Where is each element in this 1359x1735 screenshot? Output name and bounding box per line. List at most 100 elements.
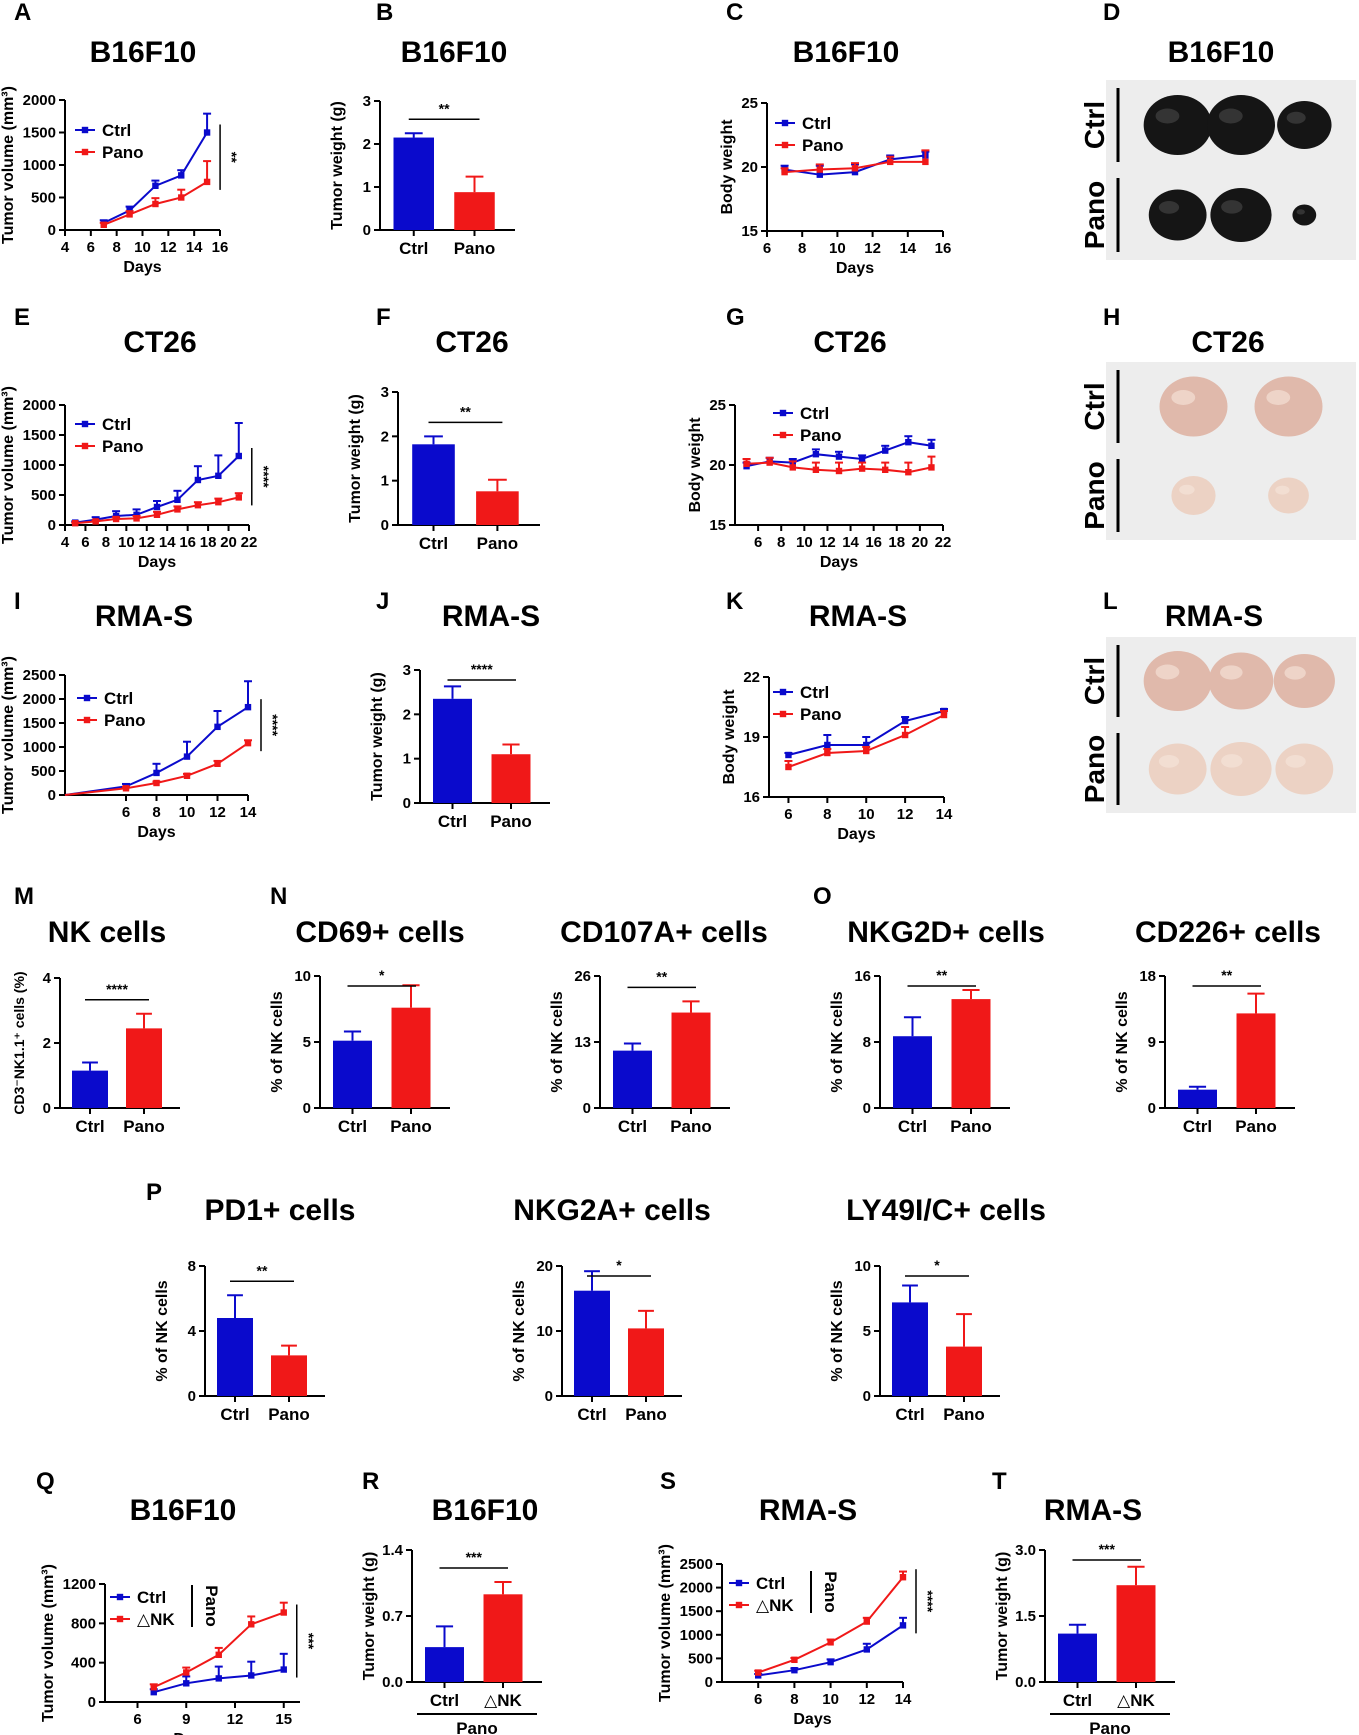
category-label: Pano bbox=[123, 1117, 165, 1136]
data-point bbox=[835, 453, 843, 460]
panel-f: 0 1 2 3 Ctrl Pano ** Tumor weight (g) F CT26 bbox=[347, 304, 540, 553]
category-label: Pano bbox=[950, 1117, 992, 1136]
data-point bbox=[153, 511, 161, 518]
panel-label: M bbox=[14, 883, 34, 910]
data-point bbox=[194, 476, 202, 484]
bar-treatment bbox=[951, 999, 991, 1108]
y-axis-title: Tumor volume (mm³) bbox=[0, 86, 17, 244]
x-tick-label: 6 bbox=[754, 1691, 762, 1708]
x-tick-label: 20 bbox=[220, 534, 237, 551]
data-point bbox=[203, 129, 211, 136]
data-point bbox=[827, 1639, 834, 1646]
panel-title: RMA-S bbox=[442, 600, 540, 633]
legend-marker bbox=[83, 694, 91, 702]
bar-treatment bbox=[454, 192, 495, 230]
panel-title: B16F10 bbox=[1168, 36, 1275, 69]
data-point bbox=[785, 751, 792, 759]
y-axis-title: Tumor volume (mm³) bbox=[0, 386, 17, 544]
tumor-highlight bbox=[1158, 754, 1180, 768]
significance-mark: ** bbox=[224, 152, 240, 163]
bar-ctrl bbox=[393, 137, 434, 230]
tumor-highlight bbox=[1266, 390, 1291, 405]
x-tick-label: 8 bbox=[777, 534, 785, 551]
category-label: Pano bbox=[268, 1405, 310, 1424]
y-tick-label: 5 bbox=[303, 1034, 311, 1051]
x-tick-label: 10 bbox=[822, 1691, 839, 1708]
panel-title: B16F10 bbox=[90, 36, 197, 69]
significance-mark: **** bbox=[920, 1590, 936, 1612]
x-tick-label: 4 bbox=[61, 534, 70, 551]
y-axis-title: Tumor weight (g) bbox=[329, 101, 346, 230]
series-xnk bbox=[754, 1570, 907, 1676]
tumor-specimen bbox=[1171, 476, 1216, 515]
data-point bbox=[887, 158, 894, 166]
y-tick-label: 1.4 bbox=[382, 1542, 404, 1559]
y-tick-label: 0 bbox=[381, 517, 389, 534]
data-point bbox=[235, 452, 242, 460]
x-tick-label: 6 bbox=[133, 1711, 141, 1728]
series-line bbox=[64, 706, 249, 796]
y-tick-label: 0.7 bbox=[382, 1608, 403, 1625]
category-label: Ctrl bbox=[399, 239, 428, 258]
data-point bbox=[791, 1656, 798, 1664]
panel-title: CD69+ cells bbox=[295, 916, 464, 949]
y-tick-label: 1 bbox=[363, 179, 371, 196]
y-tick-label: 25 bbox=[709, 397, 726, 414]
legend-marker bbox=[781, 141, 789, 149]
data-point bbox=[827, 1658, 834, 1666]
data-point bbox=[112, 515, 120, 523]
y-tick-label: 0 bbox=[403, 795, 411, 812]
data-point bbox=[152, 200, 159, 208]
row-label: Ctrl bbox=[1079, 101, 1110, 149]
tumor-specimen bbox=[1143, 95, 1212, 155]
legend-label: Ctrl bbox=[802, 114, 831, 133]
data-point bbox=[280, 1609, 287, 1616]
tumor-specimen bbox=[1254, 376, 1323, 437]
significance-mark: ** bbox=[439, 100, 450, 116]
y-tick-label: 1500 bbox=[23, 125, 56, 142]
data-point bbox=[178, 172, 185, 179]
panel-title: CD107A+ cells bbox=[560, 916, 768, 949]
x-tick-label: 8 bbox=[102, 534, 110, 551]
x-tick-label: 18 bbox=[200, 534, 217, 551]
data-point bbox=[789, 464, 796, 471]
data-point bbox=[244, 703, 252, 711]
y-tick-label: 2 bbox=[381, 428, 389, 445]
data-point bbox=[863, 1646, 870, 1653]
x-tick-label: 14 bbox=[936, 806, 953, 823]
legend-marker bbox=[779, 688, 787, 696]
y-axis-title: Tumor volume (mm³) bbox=[0, 656, 17, 814]
data-point bbox=[743, 460, 750, 467]
y-tick-label: 0 bbox=[43, 1100, 51, 1117]
y-tick-label: 1000 bbox=[23, 739, 56, 756]
data-point bbox=[791, 1667, 798, 1674]
bar-ctrl bbox=[412, 444, 455, 525]
y-axis-title: Tumor volume (mm³) bbox=[657, 1544, 674, 1702]
row-label: Pano bbox=[1079, 735, 1110, 803]
data-point bbox=[835, 467, 843, 475]
x-tick-label: 8 bbox=[823, 806, 831, 823]
significance-mark: ** bbox=[656, 968, 667, 984]
y-tick-label: 26 bbox=[574, 968, 591, 985]
bar-treatment bbox=[126, 1028, 162, 1108]
y-tick-label: 0 bbox=[1148, 1100, 1156, 1117]
significance-mark: *** bbox=[301, 1633, 317, 1650]
legend-marker bbox=[83, 716, 91, 724]
panel-title: CT26 bbox=[435, 326, 508, 359]
data-point bbox=[824, 741, 831, 749]
x-tick-label: 12 bbox=[160, 239, 177, 256]
y-tick-label: 10 bbox=[854, 1258, 871, 1275]
tumor-specimen bbox=[1292, 204, 1317, 226]
data-point bbox=[133, 515, 140, 522]
bar-ctrl bbox=[893, 1036, 932, 1108]
y-axis-title: % of NK cells bbox=[269, 991, 286, 1092]
y-axis-title: Body weight bbox=[687, 417, 704, 513]
tumor-specimen bbox=[1210, 188, 1272, 242]
bar-treatment bbox=[1116, 1585, 1156, 1682]
data-point bbox=[183, 772, 191, 779]
category-label: Pano bbox=[454, 239, 496, 258]
x-axis-title: Days bbox=[173, 1731, 211, 1735]
tumor-highlight bbox=[1286, 111, 1306, 124]
legend-marker bbox=[779, 710, 787, 718]
